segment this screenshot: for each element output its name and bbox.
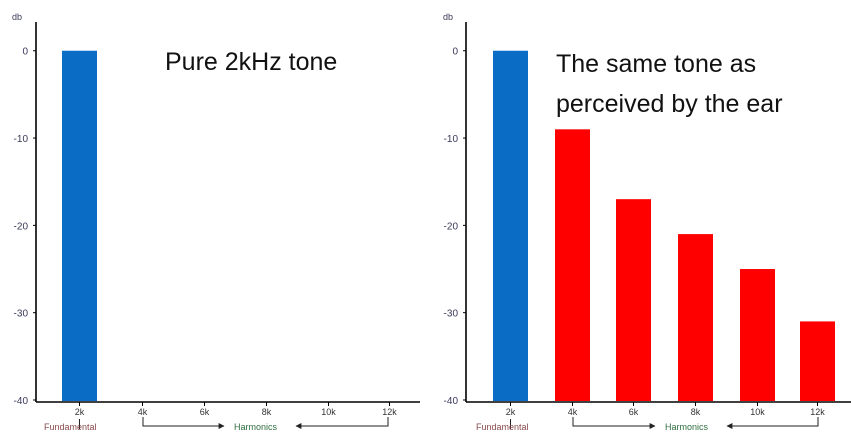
y-tick-label: -40 bbox=[14, 396, 29, 407]
harmonics-arrow-right bbox=[295, 417, 389, 429]
chart-panel-2: db 0 -10 -20 -30 -40 2k 4k 6k 8k 10k 12k Fundamental… bbox=[443, 12, 851, 432]
bar-6k bbox=[616, 199, 651, 401]
chart-title-line: Pure 2kHz tone bbox=[165, 48, 337, 76]
bar-8k bbox=[678, 234, 713, 401]
harmonics-arrow-left bbox=[142, 417, 225, 429]
bar-4k bbox=[555, 129, 590, 401]
y-tick-label: -40 bbox=[444, 396, 459, 407]
harmonics-arrow-left bbox=[572, 417, 656, 429]
y-tick-label: -20 bbox=[444, 221, 459, 232]
y-tick-label: 0 bbox=[452, 47, 458, 58]
x-category-label: 6k bbox=[629, 407, 639, 417]
bar-2k bbox=[62, 50, 97, 401]
bar-2k bbox=[493, 50, 528, 401]
y-tick-label: -30 bbox=[444, 309, 459, 320]
y-tick-label: -10 bbox=[444, 134, 459, 145]
bar-10k bbox=[740, 269, 775, 401]
x-category-label: 6k bbox=[200, 407, 210, 417]
y-axis-unit-label: db bbox=[443, 12, 453, 22]
x-category-label: 4k bbox=[138, 407, 148, 417]
x-category-label: 2k bbox=[75, 407, 85, 417]
x-category-label: 12k bbox=[382, 407, 397, 417]
y-tick-label: -30 bbox=[14, 309, 29, 320]
harmonics-label: Harmonics bbox=[665, 422, 709, 432]
fundamental-label: Fundamental bbox=[44, 422, 97, 432]
x-category-label: 10k bbox=[750, 407, 765, 417]
fundamental-label: Fundamental bbox=[476, 422, 529, 432]
chart-title-line: The same tone as bbox=[556, 50, 756, 78]
harmonics-label: Harmonics bbox=[234, 422, 278, 432]
y-tick-label: 0 bbox=[22, 47, 28, 58]
x-category-label: 2k bbox=[506, 407, 516, 417]
x-category-label: 10k bbox=[321, 407, 336, 417]
x-category-label: 12k bbox=[810, 407, 825, 417]
y-tick-label: -20 bbox=[14, 221, 29, 232]
chart-title-line: perceived by the ear bbox=[556, 90, 783, 118]
x-category-label: 8k bbox=[262, 407, 272, 417]
chart-panel-1: db 0 -10 -20 -30 -40 2k 4k 6k 8k 10k 12k Fundamental… bbox=[12, 12, 420, 432]
x-category-label: 4k bbox=[568, 407, 578, 417]
bar-12k bbox=[800, 321, 835, 401]
y-tick-label: -10 bbox=[14, 134, 29, 145]
x-category-label: 8k bbox=[691, 407, 701, 417]
y-axis-unit-label: db bbox=[12, 12, 22, 22]
harmonics-arrow-right bbox=[726, 417, 819, 429]
